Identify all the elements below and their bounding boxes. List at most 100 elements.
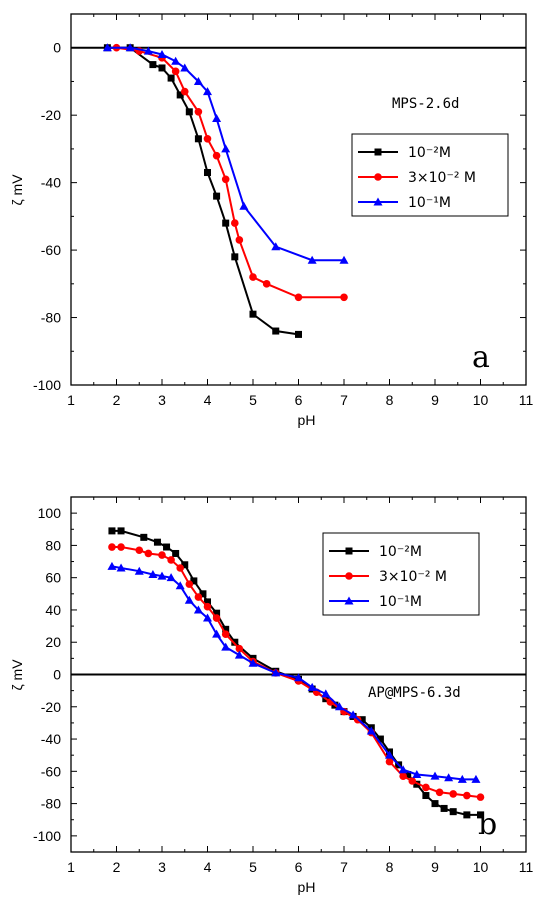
- data-point: [222, 219, 230, 227]
- data-point: [476, 793, 485, 801]
- data-point: [271, 668, 281, 677]
- data-point: [185, 580, 194, 588]
- legend: 10⁻²M 3×10⁻² M 10⁻¹M: [322, 532, 480, 616]
- data-point: [399, 772, 407, 780]
- data-point: [295, 330, 302, 338]
- data-point: [153, 538, 161, 546]
- legend: 10⁻²M 3×10⁻² M 10⁻¹M: [351, 133, 509, 217]
- data-point: [222, 625, 230, 633]
- data-point: [193, 76, 203, 85]
- data-point: [190, 577, 198, 585]
- data-point: [204, 598, 211, 606]
- data-point: [185, 108, 193, 116]
- x-tick-label: 11: [519, 392, 534, 408]
- x-tick-label: 6: [295, 392, 303, 408]
- data-point: [194, 593, 203, 601]
- data-point: [158, 551, 166, 559]
- x-tick-label: 3: [158, 859, 166, 875]
- data-point: [212, 614, 221, 622]
- data-point: [158, 64, 166, 72]
- data-point: [176, 564, 184, 572]
- data-point: [334, 702, 344, 711]
- series-line: [111, 565, 476, 781]
- data-point: [144, 549, 153, 558]
- y-axis-label: ζ mV: [9, 174, 25, 206]
- data-point: [140, 533, 148, 541]
- sample-annotation: AP@MPS-6.3d: [368, 685, 461, 701]
- data-point: [249, 310, 257, 318]
- y-tick-label: -60: [41, 242, 61, 258]
- data-point: [358, 716, 366, 724]
- x-tick-label: 10: [473, 392, 489, 408]
- y-tick-label: -40: [41, 175, 61, 191]
- data-point: [171, 67, 180, 76]
- data-point: [435, 788, 444, 797]
- x-tick-label: 8: [386, 859, 394, 875]
- data-point: [135, 546, 144, 555]
- x-tick-label: 6: [295, 859, 303, 875]
- data-point: [163, 543, 171, 551]
- data-point: [184, 595, 194, 604]
- x-axis-label: pH: [298, 412, 316, 428]
- x-tick-label: 7: [340, 392, 348, 408]
- legend-swatch-marker: [374, 173, 382, 181]
- legend-entry: 10⁻²M: [408, 145, 451, 161]
- y-tick-label: -80: [41, 796, 61, 812]
- data-point: [117, 527, 125, 535]
- series-2: [107, 561, 481, 783]
- data-point: [193, 605, 203, 614]
- data-point: [231, 638, 239, 646]
- data-point: [175, 581, 185, 590]
- data-point: [366, 726, 376, 735]
- data-point: [157, 49, 167, 58]
- y-tick-label: 80: [45, 537, 61, 553]
- data-point: [194, 135, 202, 143]
- y-tick-label: 40: [45, 602, 61, 618]
- data-point: [199, 590, 207, 598]
- data-point: [249, 273, 257, 281]
- data-point: [221, 630, 230, 638]
- y-tick-label: 60: [45, 570, 61, 586]
- data-point: [477, 811, 484, 819]
- data-point: [408, 777, 417, 785]
- data-point: [221, 642, 231, 651]
- data-point: [231, 219, 239, 227]
- x-tick-label: 5: [249, 392, 257, 408]
- data-point: [180, 63, 190, 72]
- x-tick-label: 11: [519, 859, 534, 875]
- data-point: [385, 750, 394, 759]
- data-point: [340, 293, 348, 302]
- x-tick-label: 3: [158, 392, 166, 408]
- y-tick-label: 20: [45, 634, 61, 650]
- data-point: [134, 566, 144, 575]
- data-point: [294, 293, 303, 302]
- y-tick-label: -80: [41, 310, 61, 326]
- data-point: [422, 783, 430, 792]
- data-point: [231, 253, 239, 261]
- x-tick-label: 2: [113, 392, 121, 408]
- x-tick-label: 8: [386, 392, 394, 408]
- data-point: [235, 644, 244, 653]
- data-point: [108, 527, 116, 535]
- data-point: [167, 74, 175, 82]
- data-point: [248, 658, 258, 667]
- data-point: [307, 255, 317, 264]
- data-point: [203, 613, 212, 622]
- y-tick-label: -100: [33, 377, 61, 393]
- data-point: [203, 134, 212, 143]
- data-point: [172, 549, 180, 557]
- data-point: [422, 792, 430, 800]
- data-point: [157, 571, 167, 580]
- data-point: [204, 169, 211, 177]
- data-point: [431, 800, 439, 808]
- data-point: [107, 561, 117, 570]
- x-tick-label: 9: [431, 859, 439, 875]
- legend-entry: 10⁻²M: [379, 544, 422, 560]
- data-point: [171, 56, 181, 65]
- data-point: [321, 689, 331, 698]
- data-point: [307, 682, 317, 691]
- data-point: [449, 790, 458, 798]
- data-point: [108, 543, 116, 551]
- series-line: [107, 46, 344, 262]
- panel-label: b: [478, 807, 497, 842]
